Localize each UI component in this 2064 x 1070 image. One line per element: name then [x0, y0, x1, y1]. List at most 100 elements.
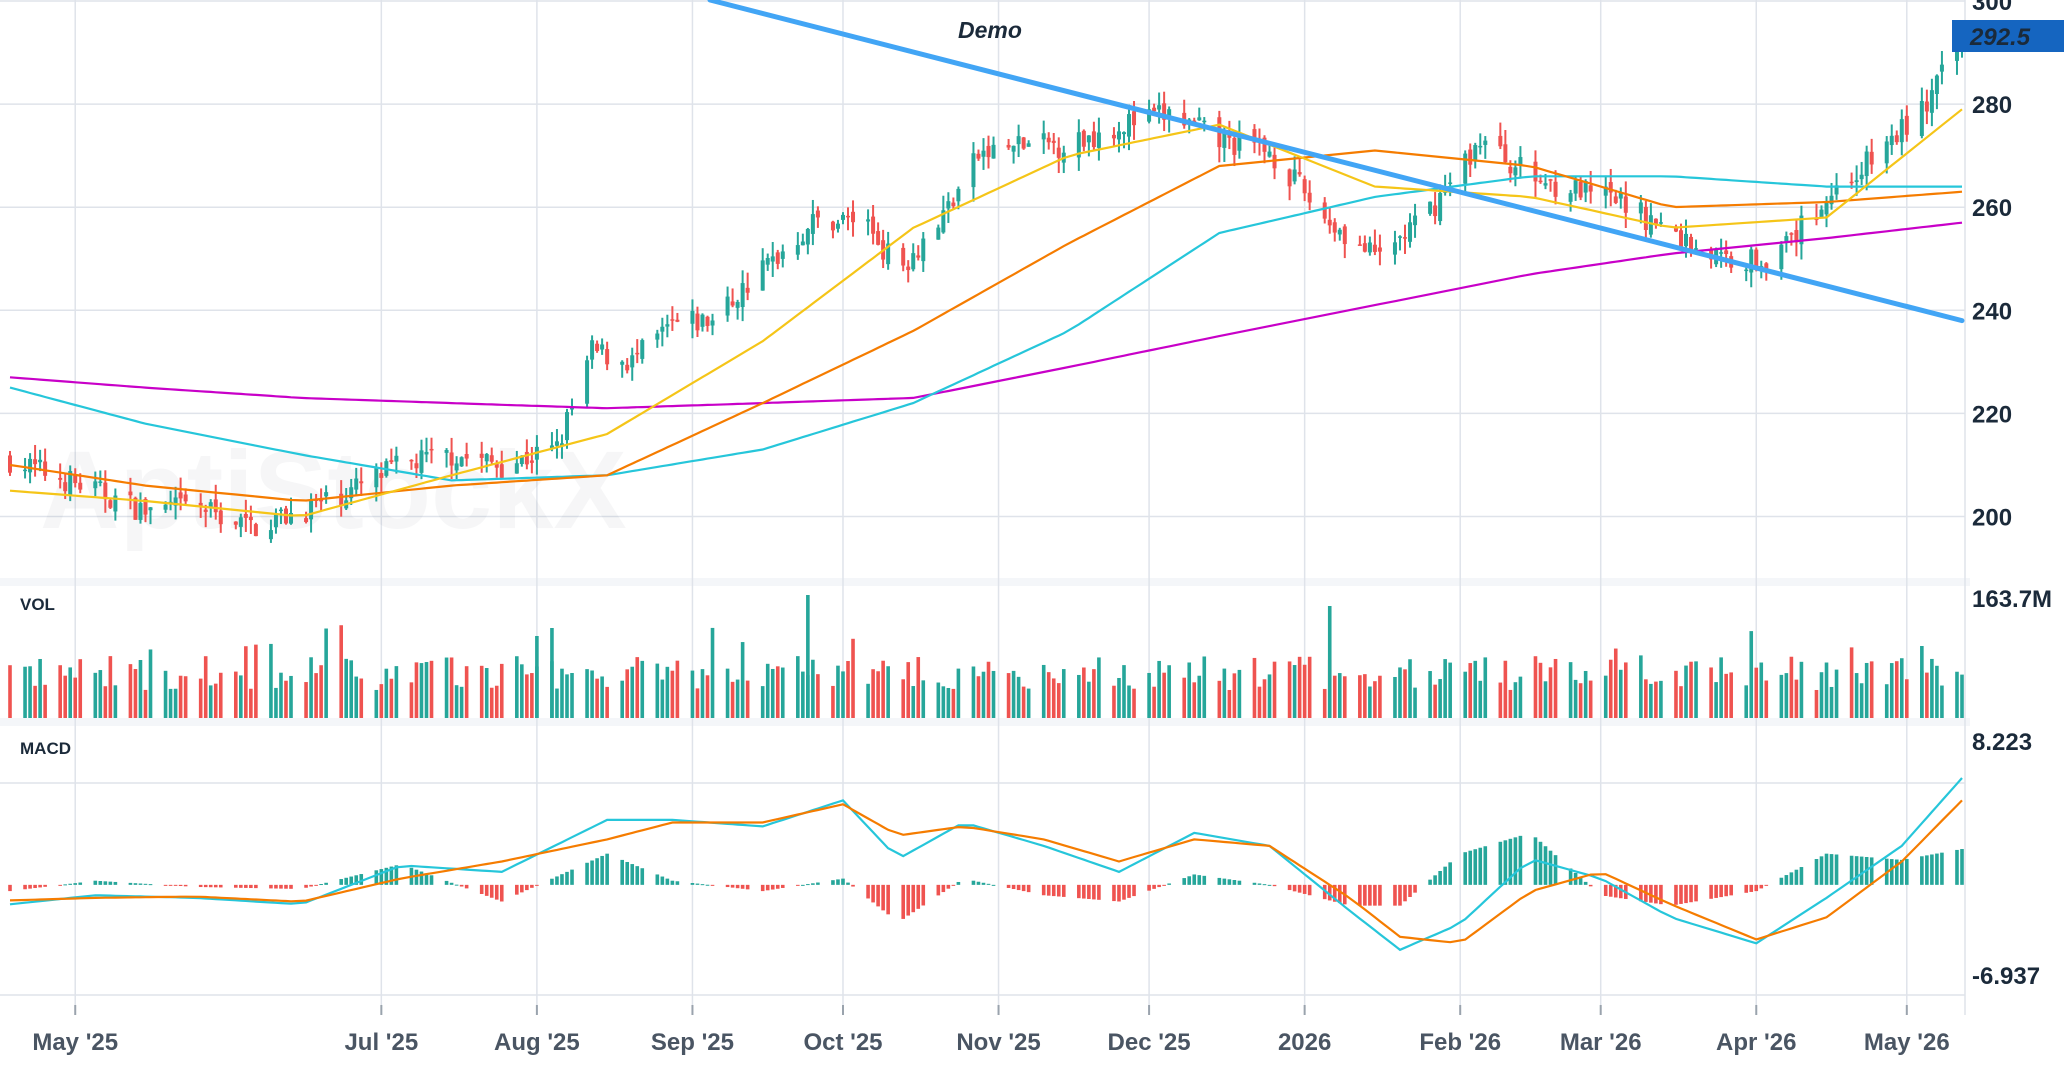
macd-hist-bar [249, 884, 253, 889]
macd-hist-bar [1649, 884, 1653, 903]
candle-body [1357, 244, 1362, 246]
volume-bar [58, 665, 62, 718]
candle-body [1929, 90, 1934, 113]
volume-bar [1644, 679, 1648, 718]
candle-body [233, 521, 238, 525]
volume-bar [1162, 672, 1166, 718]
volume-bar [479, 665, 484, 718]
candle-body [1111, 134, 1116, 139]
candle-body [1754, 249, 1759, 268]
volume-bar [1608, 659, 1613, 718]
volume-bar [831, 685, 835, 718]
volume-bar [836, 665, 840, 718]
ma-long-line [9, 221, 1963, 410]
candle-body [444, 450, 449, 453]
volume-bar-spike [550, 628, 554, 718]
candle-body [1799, 215, 1804, 245]
pane-divider-macd [0, 718, 1970, 726]
macd-hist-bar [1322, 884, 1327, 900]
macd-hist-bar [1147, 884, 1151, 891]
trendline[interactable] [707, 0, 1965, 324]
volume-bar [304, 682, 308, 718]
volume-bar [1869, 661, 1874, 718]
volume-bar [1508, 689, 1513, 718]
macd-hist-bar [254, 884, 258, 889]
candle-body [1573, 180, 1578, 194]
volume-bar [1322, 688, 1327, 718]
macd-hist-bar [595, 858, 599, 885]
candle-body [103, 482, 108, 500]
volume-bar [570, 673, 574, 718]
macd-hist-bar [384, 867, 389, 885]
macd-hist-bar [555, 876, 559, 885]
volume-bar [319, 665, 323, 718]
macd-hist-bar [740, 884, 745, 889]
macd-hist-bar [916, 884, 921, 909]
volume-bar [841, 671, 845, 718]
candle-body [394, 455, 399, 462]
macd-hist-bar [1513, 837, 1518, 885]
volume-bar [1503, 660, 1508, 718]
volume-bar [520, 664, 524, 718]
macd-hist-bar [700, 884, 705, 886]
candle-body [1167, 109, 1172, 119]
volume-bar [1332, 675, 1337, 718]
macd-hist-bar [886, 884, 890, 915]
macd-hist-bar [635, 866, 640, 885]
candle-body [1934, 75, 1939, 95]
volume-bar [1960, 674, 1964, 718]
candle-body [986, 145, 991, 158]
volume-bar [1543, 681, 1548, 718]
volume-bar [710, 627, 715, 718]
volume-bar [254, 644, 258, 718]
date-tick-label: May '25 [32, 1029, 118, 1056]
macd-hist-bar [269, 884, 273, 889]
candle-body [289, 512, 294, 524]
candle-body [1157, 105, 1162, 110]
volume-bar [730, 681, 735, 718]
macd-hist-bar [1478, 847, 1483, 885]
volume-bar [1513, 682, 1518, 718]
macd-hist-bar [1759, 884, 1764, 889]
candle-body [1939, 64, 1944, 72]
candle-body [670, 319, 675, 321]
date-tick-label: Feb '26 [1419, 1029, 1501, 1056]
volume-bar [218, 672, 223, 718]
macd-hist-bar [1232, 880, 1237, 885]
macd-hist-bar [244, 884, 248, 888]
candle-body [183, 494, 188, 502]
macd-hist-bar [178, 884, 183, 886]
volume-bar [1237, 669, 1242, 718]
candle-body [273, 514, 278, 528]
candle-body [876, 231, 881, 245]
macd-hist-bar [429, 875, 434, 885]
candle-body [1448, 182, 1453, 184]
candle-body [1538, 180, 1543, 183]
candle-body [1127, 114, 1132, 137]
macd-hist-bar [1267, 884, 1272, 886]
macd-hist-bar [1152, 884, 1156, 889]
volume-bar [1834, 669, 1839, 718]
candle-body [936, 227, 941, 240]
macd-hist-bar [213, 884, 218, 888]
candle-body [424, 451, 429, 455]
macd-hist-bar [274, 884, 278, 889]
candle-body [1518, 157, 1523, 165]
volume-bar [1709, 667, 1713, 718]
volume-bar [1393, 676, 1397, 718]
macd-hist-bar [1307, 884, 1312, 896]
macd-hist-bar [1061, 884, 1066, 897]
volume-bar [1398, 667, 1402, 718]
macd-hist-bar [499, 884, 504, 902]
volume-bar [344, 658, 349, 718]
candle-body [1603, 186, 1608, 196]
candle-body [740, 283, 745, 308]
volume-bar [1618, 669, 1623, 718]
volume-bar [590, 670, 594, 718]
macd-hist-bar [309, 884, 313, 887]
macd-hist-bar [1117, 884, 1121, 902]
price-tick-label: 220 [1972, 401, 2012, 428]
volume-bar [640, 660, 645, 718]
candle-body [1463, 153, 1468, 184]
macd-hist-bar [1639, 884, 1643, 902]
